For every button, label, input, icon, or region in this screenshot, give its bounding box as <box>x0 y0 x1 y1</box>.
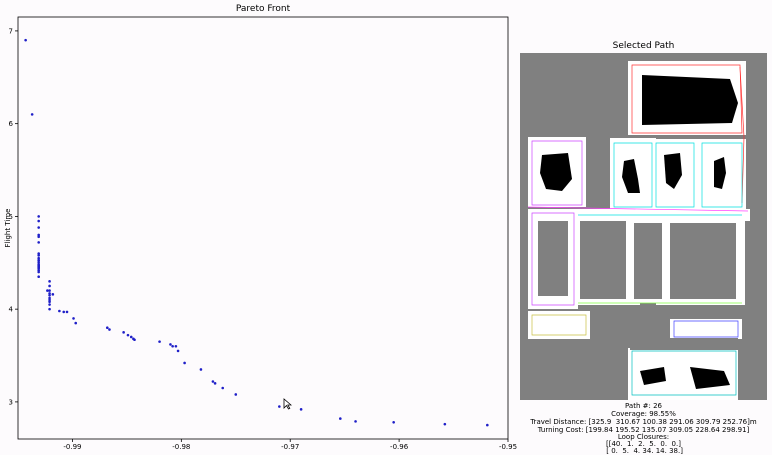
scatter-point[interactable] <box>339 417 342 420</box>
mouse-cursor-icon <box>283 398 292 410</box>
scatter-point[interactable] <box>108 328 111 331</box>
loop-closures-row-1: [[40. 1. 2. 5. 0. 0.] <box>606 440 681 448</box>
scatter-point[interactable] <box>169 343 172 346</box>
scatter-point[interactable] <box>48 289 51 292</box>
x-axis: -0.99 -0.98 -0.97 -0.96 -0.95 <box>63 439 517 450</box>
scatter-points <box>24 38 489 427</box>
scatter-point[interactable] <box>199 368 203 371</box>
y-axis: 3 4 5 6 7 <box>9 27 18 406</box>
scatter-point[interactable] <box>58 309 61 313</box>
scatter-point[interactable] <box>37 256 40 260</box>
coverage-paths <box>527 64 749 396</box>
scatter-point[interactable] <box>234 393 238 396</box>
loop-closures-label: Loop Closures: <box>617 433 670 441</box>
scatter-point[interactable] <box>171 344 174 348</box>
scatter-point[interactable] <box>37 252 40 255</box>
x-tick-label: -0.96 <box>390 443 409 450</box>
scatter-point[interactable] <box>72 317 75 320</box>
scatter-point[interactable] <box>122 331 125 334</box>
loop-closures-row-2: [ 0. 5. 4. 34. 14. 38.] <box>604 447 683 455</box>
scatter-point[interactable] <box>65 310 69 314</box>
x-tick-label: -0.95 <box>499 443 517 450</box>
scatter-point[interactable] <box>62 310 66 314</box>
y-axis-label: Flight Time <box>4 209 12 248</box>
scatter-point[interactable] <box>48 293 51 297</box>
scatter-point[interactable] <box>51 293 55 296</box>
scatter-point[interactable] <box>37 267 40 270</box>
path-number: Path #: 26 <box>625 402 662 410</box>
scatter-point[interactable] <box>174 344 178 348</box>
obstacles <box>540 75 738 389</box>
selected-path-map <box>520 53 767 400</box>
scatter-point[interactable] <box>48 307 51 311</box>
x-tick-label: -0.97 <box>281 443 299 450</box>
scatter-point[interactable] <box>392 421 395 424</box>
travel-distance-text: Travel Distance: [325.9 310.67 100.38 29… <box>530 418 757 426</box>
turning-cost-text: Turning Cost: [199.84 195.52 135.07 309.… <box>537 426 750 434</box>
scatter-point[interactable] <box>46 289 49 292</box>
pareto-chart-title: Pareto Front <box>235 4 291 14</box>
scatter-point[interactable] <box>37 259 40 263</box>
plot-area <box>17 16 509 440</box>
scatter-point[interactable] <box>183 361 186 365</box>
scatter-point[interactable] <box>37 235 40 239</box>
scatter-point[interactable] <box>213 382 217 385</box>
scatter-point[interactable] <box>74 321 78 325</box>
scatter-point[interactable] <box>24 38 27 42</box>
scatter-point[interactable] <box>48 303 51 306</box>
scatter-point[interactable] <box>48 296 51 300</box>
scatter-point[interactable] <box>221 386 225 390</box>
scatter-point[interactable] <box>48 292 51 295</box>
y-tick-label: 4 <box>9 306 14 314</box>
y-tick-label: 3 <box>9 398 13 406</box>
scatter-point[interactable] <box>278 405 281 408</box>
scatter-point[interactable] <box>48 298 51 302</box>
scatter-point[interactable] <box>299 408 303 411</box>
scatter-point[interactable] <box>48 284 51 288</box>
scatter-point[interactable] <box>129 335 133 339</box>
y-tick-label: 6 <box>9 120 14 128</box>
scatter-point[interactable] <box>37 275 40 278</box>
scatter-point[interactable] <box>37 261 40 265</box>
scatter-point[interactable] <box>37 268 40 272</box>
scatter-point[interactable] <box>37 215 40 218</box>
scatter-point[interactable] <box>354 420 357 423</box>
scatter-point[interactable] <box>158 340 161 343</box>
scatter-point[interactable] <box>48 300 51 304</box>
scatter-point[interactable] <box>133 338 136 342</box>
y-tick-label: 7 <box>9 27 13 35</box>
interior-rooms <box>538 221 738 350</box>
scatter-point[interactable] <box>486 423 489 427</box>
pareto-front-chart: -0.99 -0.98 -0.97 -0.96 -0.95 3 4 5 6 7 Flight T… <box>4 16 517 450</box>
x-tick-label: -0.98 <box>172 443 190 450</box>
scatter-point[interactable] <box>37 219 40 223</box>
scatter-point[interactable] <box>443 422 447 426</box>
scatter-point[interactable] <box>37 241 40 244</box>
scatter-point[interactable] <box>126 333 130 337</box>
scatter-point[interactable] <box>105 326 109 330</box>
scatter-point[interactable] <box>37 226 40 229</box>
scatter-point[interactable] <box>37 233 40 237</box>
scatter-point[interactable] <box>37 254 40 257</box>
scatter-point[interactable] <box>211 380 215 383</box>
selected-path-title: Selected Path <box>612 41 675 51</box>
y-tick-label: 5 <box>9 213 13 221</box>
x-tick-label: -0.99 <box>63 443 81 450</box>
scatter-point[interactable] <box>30 113 34 116</box>
scatter-point[interactable] <box>176 349 180 353</box>
scatter-point[interactable] <box>37 270 40 274</box>
coverage-text: Coverage: 98.55% <box>611 410 676 418</box>
scatter-point[interactable] <box>48 280 51 283</box>
